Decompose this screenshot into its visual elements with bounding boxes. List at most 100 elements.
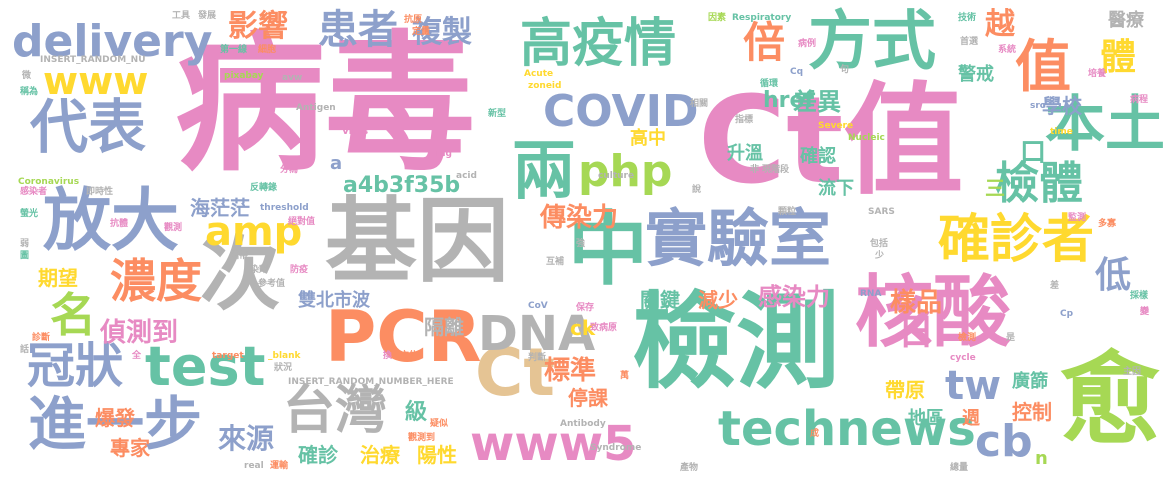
word-epidemic-prevention: 防疫 [290, 265, 309, 275]
word-name: 名 [50, 288, 96, 342]
word-judge: 判斷 [528, 353, 547, 363]
word-diagnosis: 診斷 [32, 333, 51, 343]
word-particle: 顆粒 [778, 207, 797, 217]
word-sampling: 採樣 [1130, 291, 1149, 301]
word-rising: 升溫 [727, 143, 763, 164]
word-mouth: 口 [1020, 138, 1047, 168]
word-change: 變 [1140, 307, 1150, 317]
word-ct: Ct [475, 334, 555, 411]
word-amp: amp [205, 209, 303, 255]
word-img: img [433, 149, 452, 159]
word-day: 日 [898, 312, 935, 353]
word-nucleic: Nucleic [848, 133, 885, 143]
word-sars: SARS [868, 207, 895, 217]
word-total-amount: 總量 [950, 463, 969, 473]
word-insert-random-number-here: INSERT_RANDOM_NUMBER_HERE [288, 377, 454, 387]
word-confirmed: 確診 [298, 443, 338, 467]
word-front-line: 第一線 [220, 45, 248, 55]
word-low: 低 [1095, 255, 1132, 296]
word-testing-small: 檢測 [958, 333, 977, 343]
word-figure: 圖 [20, 251, 30, 261]
word-three: 三 [985, 176, 1005, 200]
word-pcr: PCR [325, 296, 482, 378]
word-covid: COVID [543, 86, 699, 137]
word-positive: 陽性 [417, 443, 457, 467]
word-patient: 患者 [318, 7, 398, 53]
word-treatment: 治療 [360, 443, 400, 467]
word-further: 進一步 [28, 390, 203, 458]
word-nucleic-acid: 核酸 [855, 268, 1012, 358]
word-dna: DNA [478, 306, 596, 362]
word-rna: RNA [860, 289, 882, 299]
word-severe: Severe [818, 121, 854, 131]
word-ct-value: Ct值 [698, 72, 964, 211]
word-amount: 多寡 [1098, 219, 1117, 229]
word-influence: 影響 [228, 9, 288, 44]
word-syndrome: Syndrome [590, 443, 642, 453]
word-difference: 差異 [793, 88, 841, 116]
word-current-stage: 現階段 [762, 165, 790, 175]
word-sentence: 句 [840, 65, 850, 75]
word-mass-screening: 廣篩 [1012, 371, 1048, 392]
word-body: 體 [1100, 37, 1137, 78]
word-times: 次 [200, 228, 280, 321]
word-php: php [578, 146, 673, 197]
word-fold: 倍 [743, 18, 786, 67]
word-flow-down: 流下 [818, 178, 854, 199]
word-transmissibility: 傳染力 [540, 203, 619, 233]
word-delivery: delivery [12, 16, 213, 67]
word-a4b3f35b: a4b3f35b [343, 173, 461, 198]
word-become: 成 [810, 429, 820, 439]
word-poor: 差 [1050, 281, 1060, 291]
word-cell: 細胞 [258, 45, 277, 55]
word-reduce: 減少 [698, 288, 738, 312]
word-a: a [330, 153, 343, 174]
word-school: 學校 [1042, 94, 1082, 118]
word-strong: 強 [576, 239, 586, 249]
word-indicator: 指標 [735, 115, 754, 125]
word-test: test [145, 335, 266, 398]
word-threshold: threshold [260, 203, 309, 213]
word-testing: 檢測 [632, 281, 841, 403]
word-main-cause: 主因 [1123, 367, 1142, 377]
word-antibody: Antibody [560, 419, 606, 429]
word-weak: 弱 [20, 239, 30, 249]
word-virus-en: Virus [342, 127, 369, 137]
word-shuangbei-wave: 雙北市波 [298, 290, 370, 311]
word-called: 稱為 [20, 87, 39, 97]
word-n: n [1035, 448, 1048, 469]
word-factor: 因素 [708, 13, 727, 23]
word-replicate: 複製 [412, 15, 472, 50]
word-circulation: 循環 [760, 79, 779, 89]
word-condition: 狀況 [274, 363, 293, 373]
word-outbreak: 爆發 [95, 406, 135, 430]
word-include: 包括 [870, 239, 889, 249]
word-micro: 微 [22, 71, 32, 81]
word-middle: 中 [568, 203, 648, 296]
word-infected-person: 感染者 [20, 187, 48, 197]
word-week: 週 [962, 408, 980, 429]
word-region: 地區 [908, 408, 944, 429]
word-technews: technews [718, 401, 976, 457]
word-carrier: 帶原 [885, 378, 925, 402]
word-concentration: 濃度 [110, 254, 202, 308]
word-tw: tw [945, 363, 1002, 409]
word-high-epidemic: 高疫情 [520, 14, 677, 74]
word-confirm: 確認 [800, 146, 836, 167]
word-novel: 新型 [488, 109, 507, 119]
word-taiwan: 台灣 [283, 381, 388, 441]
word-observed: 觀測到 [408, 433, 436, 443]
word-non: 非 [750, 165, 760, 175]
word-absolute-value: 絕對值 [288, 217, 316, 227]
word-local: 本土 [1045, 90, 1165, 160]
word-quantitative: 定量 [412, 27, 431, 37]
word-cov: CoV [528, 301, 548, 311]
word-first-choice: 首選 [960, 37, 979, 47]
word-product: 產物 [680, 463, 699, 473]
word-reverse-transcription: 反轉錄 [250, 183, 278, 193]
word-dye: 染劑 [250, 265, 269, 275]
word-tools: 工具 [172, 11, 191, 21]
word-class-suspension: 停課 [568, 386, 608, 410]
word-reference-value: 參考值 [258, 279, 286, 289]
word-disease-course: 病程 [1130, 95, 1149, 105]
